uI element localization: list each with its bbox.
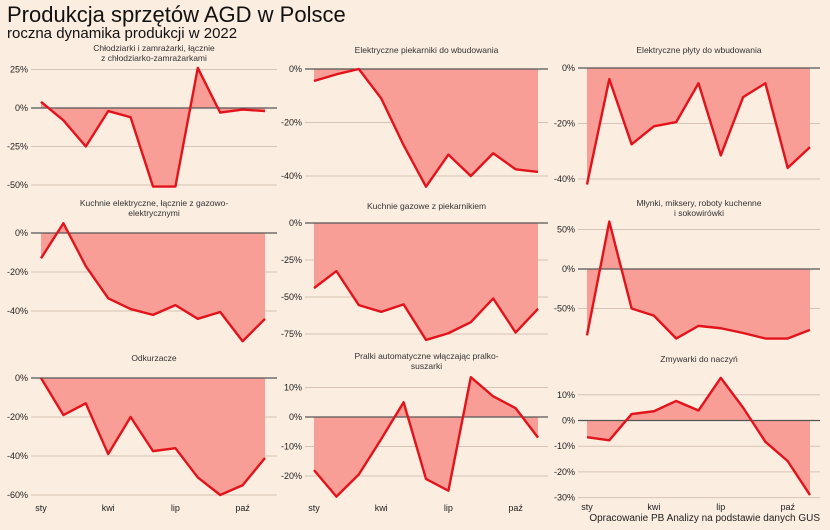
panel-7-y-tick-label: -60% [7, 490, 28, 500]
panel-5-y-tick-label: -75% [281, 329, 302, 339]
panel-7-series-line [39, 377, 266, 497]
panel-6-title: Młynki, miksery, roboty kuchenne [636, 198, 761, 208]
panel-9-x-tick-label: sty [581, 502, 593, 512]
panel-5-series-line [313, 269, 539, 342]
panel-7-x-tick-label: sty [35, 503, 47, 513]
panel-4-y-tick-label: 0% [15, 228, 28, 238]
panel-4-y-tick-label: -40% [7, 306, 28, 316]
panel-2-title: Elektryczne piekarniki do wbudowania [355, 45, 499, 55]
panel-8-title: Pralki automatyczne włączając pralko- [354, 351, 498, 361]
panel-9-x-tick-label: kwi [647, 502, 660, 512]
panel-3-y-tick-label: 0% [562, 63, 575, 73]
panel-9-y-tick-label: -30% [554, 493, 575, 503]
panel-9-x-tick-label: paź [780, 502, 795, 512]
panel-4-area [41, 223, 265, 342]
panel-2-area [314, 69, 538, 187]
panel-6-y-tick-label: 0% [562, 264, 575, 274]
panel-3-series-line [585, 77, 811, 185]
panel-8-x-tick-label: paź [508, 503, 523, 513]
panel-4-y-tick-label: -20% [7, 267, 28, 277]
panel-8-x-tick-label: sty [308, 503, 320, 513]
panel-1-y-tick-label: 0% [15, 103, 28, 113]
panel-8-series-line [313, 375, 539, 498]
panel-7-x-tick-label: kwi [102, 503, 115, 513]
panel-3-y-tick-label: -40% [554, 174, 575, 184]
panel-4-title: Kuchnie elektryczne, łącznie z gazowo- [80, 198, 229, 208]
panel-7-y-tick-label: -40% [7, 451, 28, 461]
panel-1-y-tick-label: -50% [7, 180, 28, 190]
panel-1-y-tick-label: -25% [7, 142, 28, 152]
panel-6-y-tick-label: -50% [554, 304, 575, 314]
panel-5-y-tick-label: -50% [281, 292, 302, 302]
panel-2-y-tick-label: -40% [281, 171, 302, 181]
panel-9-y-tick-label: -20% [554, 467, 575, 477]
panel-1-title: z chłodziarko-zamrażarkami [101, 53, 207, 63]
panel-9-series-line [586, 376, 812, 496]
panel-8-area [314, 377, 538, 497]
panel-8-title: suszarki [411, 361, 442, 371]
panel-2-series-line [313, 67, 539, 188]
panel-8-y-tick-label: 10% [284, 383, 302, 393]
panel-7-x-tick-label: lip [171, 503, 180, 513]
panel-6-y-tick-label: 50% [557, 225, 575, 235]
panel-8-x-tick-label: lip [444, 503, 453, 513]
panel-7-y-tick-label: 0% [15, 373, 28, 383]
panel-8-y-tick-label: -20% [281, 471, 302, 481]
panel-9-y-tick-label: 10% [557, 390, 575, 400]
panel-5-y-tick-label: -25% [281, 255, 302, 265]
panel-3-area [587, 68, 810, 185]
panel-1-series-line [40, 66, 266, 188]
panel-6-area [587, 221, 810, 339]
panel-3-y-tick-label: -20% [554, 119, 575, 129]
chart-subtitle: roczna dynamika produkcji w 2022 [7, 25, 238, 42]
panel-7-x-tick-label: paź [235, 503, 250, 513]
panel-6-series-line [585, 220, 811, 340]
panel-8-y-tick-label: 0% [289, 412, 302, 422]
chart-title: Produkcja sprzętów AGD w Polsce [7, 2, 346, 27]
panel-9-title: Zmywarki do naczyń [660, 354, 738, 364]
panel-9-x-tick-label: lip [716, 502, 725, 512]
panel-2-y-tick-label: -20% [281, 118, 302, 128]
panel-2-y-tick-label: 0% [289, 64, 302, 74]
panel-1-y-tick-label: 25% [10, 65, 28, 75]
panel-7-title: Odkurzacze [131, 353, 177, 363]
panel-4-series-line [39, 222, 266, 343]
panel-3-title: Elektryczne płyty do wbudowania [636, 45, 761, 55]
panel-5-area [314, 223, 538, 340]
panel-7-y-tick-label: -20% [7, 412, 28, 422]
panel-5-title: Kuchnie gazowe z piekarnikiem [367, 201, 486, 211]
panel-9-area [587, 377, 810, 496]
panel-9-y-tick-label: -10% [554, 441, 575, 451]
panel-7-area [41, 378, 265, 495]
panel-8-x-tick-label: kwi [375, 503, 388, 513]
panel-8-y-tick-label: -10% [281, 442, 302, 452]
source-note: Opracowanie PB Analizy na podstawie dany… [589, 513, 820, 524]
panel-1-area [41, 67, 265, 187]
panel-4-title: elektrycznymi [128, 208, 180, 218]
panel-1-title: Chłodziarki i zamrażarki, łącznie [93, 43, 215, 53]
panel-5-y-tick-label: 0% [289, 218, 302, 228]
panel-9-y-tick-label: 0% [562, 416, 575, 426]
panel-6-title: i sokowirówki [674, 208, 724, 218]
